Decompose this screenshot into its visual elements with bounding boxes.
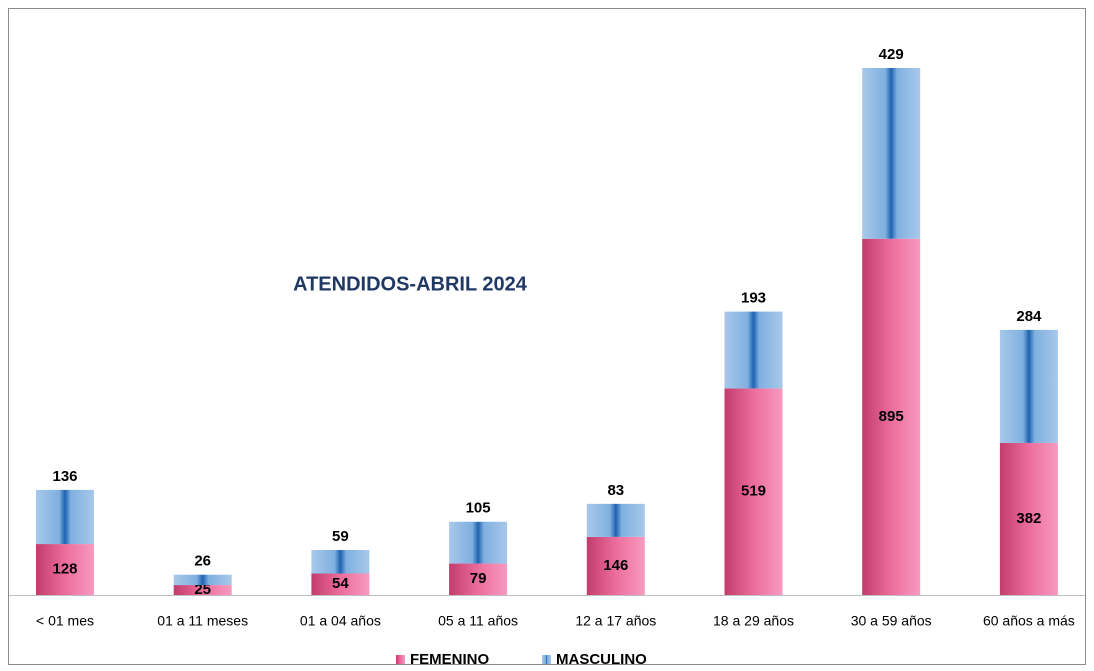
- data-label: 382: [1016, 510, 1041, 527]
- bar-segment: [999, 442, 1058, 595]
- data-label: 83: [607, 482, 624, 499]
- x-tick-label: 60 años a más: [983, 613, 1075, 629]
- data-label: 895: [879, 408, 904, 425]
- x-tick-label: 18 a 29 años: [713, 613, 794, 629]
- bar-segment: [724, 388, 783, 595]
- data-label: 25: [194, 581, 211, 598]
- legend-swatch: [542, 655, 551, 664]
- bar-segment: [862, 238, 921, 595]
- data-label: 429: [879, 46, 904, 63]
- bar-segment: [586, 536, 645, 595]
- bar-segment: [449, 563, 508, 595]
- bar-segment: [311, 550, 370, 574]
- chart-title: ATENDIDOS-ABRIL 2024: [293, 273, 528, 295]
- data-label: 128: [52, 560, 77, 577]
- bar-segment: [36, 544, 94, 595]
- bar-segment: [36, 489, 94, 545]
- data-label: 105: [466, 500, 491, 517]
- x-tick-label: 01 a 04 años: [300, 613, 381, 629]
- legend-label: FEMENINO: [410, 651, 490, 668]
- bar-segment: [173, 585, 232, 595]
- bar-segment: [173, 574, 232, 586]
- bar-segment: [449, 521, 508, 564]
- x-tick-label: 30 a 59 años: [851, 613, 932, 629]
- data-label: 146: [603, 557, 628, 574]
- bar-segment: [724, 311, 783, 389]
- legend-label: MASCULINO: [556, 651, 647, 668]
- data-label: 136: [52, 468, 77, 485]
- chart-frame: [8, 8, 1086, 665]
- data-label: 519: [741, 483, 766, 500]
- data-label: 26: [194, 553, 211, 570]
- data-label: 193: [741, 290, 766, 307]
- bar-segment: [862, 68, 921, 239]
- x-tick-label: 01 a 11 meses: [157, 613, 248, 629]
- x-tick-label: < 01 mes: [36, 613, 94, 629]
- bar-segment: [311, 573, 370, 595]
- data-label: 79: [470, 570, 487, 587]
- data-label: 284: [1016, 308, 1042, 325]
- x-tick-label: 12 a 17 años: [575, 613, 656, 629]
- bar-segment: [999, 329, 1058, 443]
- data-label: 54: [332, 575, 349, 592]
- legend-swatch: [396, 655, 405, 664]
- x-tick-label: 05 a 11 años: [438, 613, 518, 629]
- data-label: 59: [332, 528, 349, 545]
- bar-segment: [586, 503, 645, 537]
